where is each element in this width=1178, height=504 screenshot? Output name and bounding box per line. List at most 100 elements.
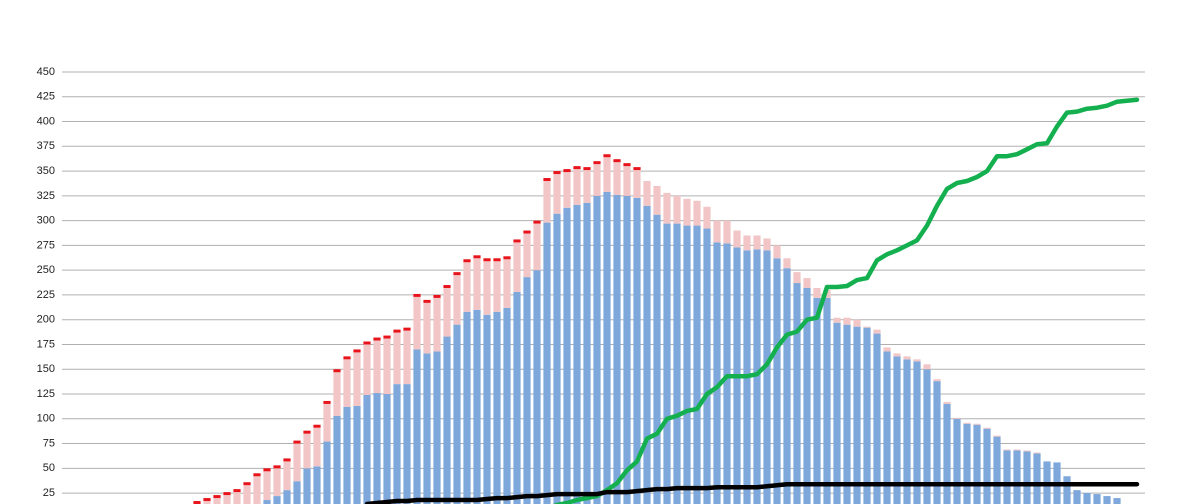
bar-segment: [363, 344, 371, 396]
bar-segment: [273, 465, 281, 469]
bar-segment: [493, 258, 501, 262]
bar-segment: [533, 223, 541, 271]
bar-segment: [213, 498, 221, 504]
bar-segment: [883, 351, 891, 504]
bar-segment: [313, 424, 321, 428]
bar-segment: [573, 204, 581, 504]
bar-segment: [523, 230, 531, 234]
bar-segment: [443, 285, 451, 288]
bar-segment: [513, 242, 521, 292]
bar-segment: [493, 261, 501, 312]
bar-segment: [293, 443, 301, 482]
bar-segment: [403, 384, 411, 504]
bar-segment: [613, 162, 621, 195]
bar-segment: [263, 471, 271, 501]
y-tick-label: 200: [37, 314, 55, 326]
bar-segment: [223, 492, 231, 496]
bar-segment: [563, 169, 571, 173]
bar-segment: [743, 235, 751, 251]
bar-segment: [973, 423, 981, 425]
bar-segment: [603, 157, 611, 192]
bar-segment: [543, 222, 551, 504]
bar-segment: [483, 314, 491, 504]
bar-segment: [263, 500, 271, 504]
bar-segment: [453, 272, 461, 276]
bar-segment: [233, 489, 241, 493]
bar-segment: [603, 154, 611, 158]
bar-segment: [963, 423, 971, 504]
bar-segment: [413, 293, 421, 297]
bar-segment: [653, 214, 661, 504]
bar-segment: [293, 481, 301, 504]
bar-segment: [893, 356, 901, 504]
bar-segment: [463, 259, 471, 263]
bar-segment: [423, 299, 431, 303]
bar-segment: [203, 498, 211, 502]
bar-segment: [723, 243, 731, 504]
bar-segment: [943, 403, 951, 504]
bar-segment: [513, 239, 521, 243]
bar-segment: [343, 356, 351, 360]
bar-segment: [763, 238, 771, 251]
bar-segment: [1083, 493, 1091, 504]
bar-segment: [373, 340, 381, 394]
bar-segment: [893, 353, 901, 357]
bar-segment: [903, 359, 911, 504]
bar-segment: [503, 256, 511, 260]
bar-segment: [253, 476, 261, 504]
bar-segment: [543, 180, 551, 223]
bar-segment: [323, 441, 331, 504]
bar-segment: [823, 297, 831, 504]
bar-segment: [333, 372, 341, 416]
bar-segment: [303, 430, 311, 434]
bar-segment: [323, 403, 331, 442]
bar-segment: [493, 311, 501, 504]
y-tick-label: 75: [43, 437, 55, 449]
bar-segment: [253, 473, 261, 477]
bar-segment: [923, 369, 931, 504]
bar-segment: [393, 384, 401, 504]
bar-segment: [363, 395, 371, 504]
bar-segment: [633, 167, 641, 171]
bar-segment: [613, 159, 621, 163]
bar-segment: [783, 258, 791, 269]
bar-segment: [573, 166, 581, 170]
y-tick-label: 25: [43, 487, 55, 499]
bar-segment: [863, 326, 871, 328]
bar-segment: [1013, 449, 1021, 451]
bar-segment: [873, 329, 881, 334]
bar-segment: [263, 468, 271, 472]
bar-segment: [373, 337, 381, 341]
bar-segment: [813, 297, 821, 504]
bar-segment: [393, 332, 401, 385]
bar-segment: [933, 381, 941, 504]
bar-segment: [723, 220, 731, 244]
bar-segment: [693, 200, 701, 226]
bar-segment: [1033, 452, 1041, 454]
y-tick-label: 250: [37, 264, 55, 276]
bar-segment: [753, 235, 761, 250]
bar-segment: [793, 283, 801, 504]
bar-segment: [933, 379, 941, 382]
bar-segment: [963, 422, 971, 424]
bar-segment: [523, 233, 531, 278]
bar-segment: [833, 322, 841, 504]
bar-segment: [423, 302, 431, 354]
bar-segment: [773, 258, 781, 504]
y-tick-label: 325: [37, 190, 55, 202]
bar-segment: [753, 249, 761, 504]
bar-segment: [713, 220, 721, 243]
y-tick-label: 450: [37, 66, 55, 78]
bar-segment: [393, 329, 401, 333]
bar-segment: [643, 205, 651, 504]
bar-segment: [693, 225, 701, 504]
bar-segment: [413, 349, 421, 504]
bar-segment: [813, 288, 821, 298]
bar-segment: [993, 436, 1001, 504]
bar-segment: [653, 185, 661, 215]
bar-segment: [533, 270, 541, 504]
bar-segment: [1003, 450, 1011, 504]
bar-segment: [773, 245, 781, 259]
bar-segment: [993, 435, 1001, 437]
